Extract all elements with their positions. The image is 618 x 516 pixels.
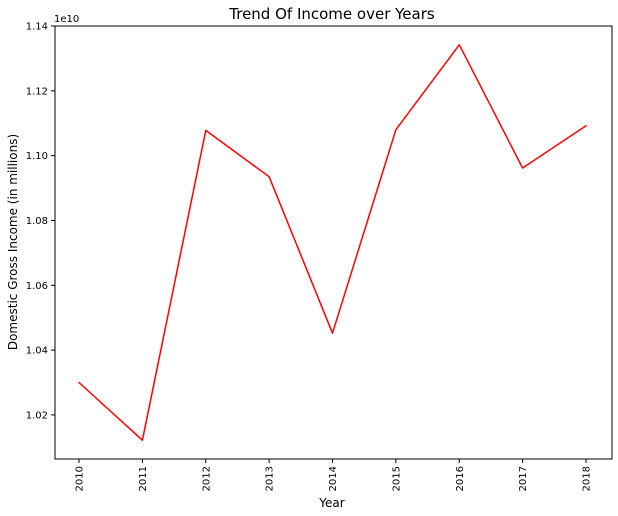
y-tick-label: 1.12 [26, 86, 48, 97]
x-tick-label: 2018 [582, 466, 593, 491]
x-tick-label: 2015 [391, 466, 402, 491]
y-axis-offset-label: 1e10 [54, 14, 79, 25]
y-axis-ticks: 1.02 1.04 1.06 1.08 1.10 1.12 1.14 [26, 22, 55, 421]
series-line [78, 44, 587, 441]
chart-title: Trend Of Income over Years [228, 5, 435, 23]
x-tick-label: 2010 [75, 466, 86, 491]
y-tick-label: 1.08 [26, 216, 48, 227]
y-tick-label: 1.10 [26, 151, 48, 162]
plot-area-frame [54, 25, 613, 460]
x-axis-ticks: 2010 2011 2012 2013 2014 2015 2016 2017 2018 [75, 459, 593, 491]
x-tick-label: 2013 [265, 466, 276, 491]
x-tick-label: 2016 [455, 466, 466, 491]
y-tick-label: 1.14 [26, 22, 48, 33]
y-tick-label: 1.06 [26, 281, 48, 292]
y-axis-label: Domestic Gross Income (in millions) [6, 134, 20, 350]
x-tick-label: 2011 [138, 466, 149, 491]
x-tick-label: 2012 [201, 466, 212, 491]
y-tick-label: 1.04 [26, 346, 48, 357]
y-tick-label: 1.02 [26, 410, 48, 421]
x-axis-label: Year [318, 496, 344, 510]
x-tick-label: 2017 [518, 466, 529, 491]
series-layer [78, 44, 587, 441]
x-tick-label: 2014 [328, 466, 339, 491]
